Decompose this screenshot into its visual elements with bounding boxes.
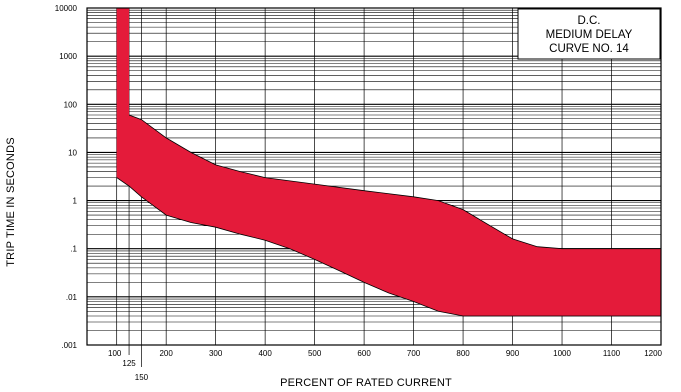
y-tick-label: 1 (73, 197, 78, 206)
plot-frame (86, 7, 662, 346)
trip-time-band (116, 8, 661, 316)
lower-curve-line (116, 177, 661, 317)
y-axis-tick-labels: 10000 1000 100 10 1 .1 .01 .001 (55, 4, 78, 350)
x-tick-label: 200 (159, 349, 173, 358)
y-axis-title: TRIP TIME IN SECONDS (5, 137, 17, 267)
title-line-3: CURVE NO. 14 (549, 43, 629, 55)
x-tick-label: 1100 (603, 349, 621, 358)
y-tick-label: 10 (68, 148, 77, 157)
curve-title-box: D.C. MEDIUM DELAY CURVE NO. 14 (517, 8, 661, 60)
x-tick-label: 500 (308, 349, 322, 358)
y-tick-label: .001 (61, 341, 77, 350)
x-tick-label: 1000 (553, 349, 571, 358)
x-tick-label: 125 (122, 359, 136, 368)
x-tick-label: 800 (456, 349, 470, 358)
y-tick-label: 100 (64, 100, 78, 109)
title-line-2: MEDIUM DELAY (546, 29, 633, 41)
x-tick-label: 400 (258, 349, 272, 358)
x-tick-label: 700 (407, 349, 421, 358)
x-tick-label: 100 (108, 349, 122, 358)
x-tick-label: 1200 (644, 349, 662, 358)
title-line-1: D.C. (578, 15, 601, 27)
upper-curve-line (128, 114, 661, 250)
x-axis-title: PERCENT OF RATED CURRENT (280, 377, 452, 389)
y-tick-label: .01 (66, 293, 78, 302)
x-tick-label: 300 (209, 349, 223, 358)
y-tick-label: 1000 (59, 52, 77, 61)
y-tick-label: 10000 (55, 4, 78, 13)
y-tick-label: .1 (70, 245, 77, 254)
x-tick-label: 600 (357, 349, 371, 358)
x-tick-label: 900 (506, 349, 520, 358)
x-tick-label: 150 (135, 373, 149, 382)
